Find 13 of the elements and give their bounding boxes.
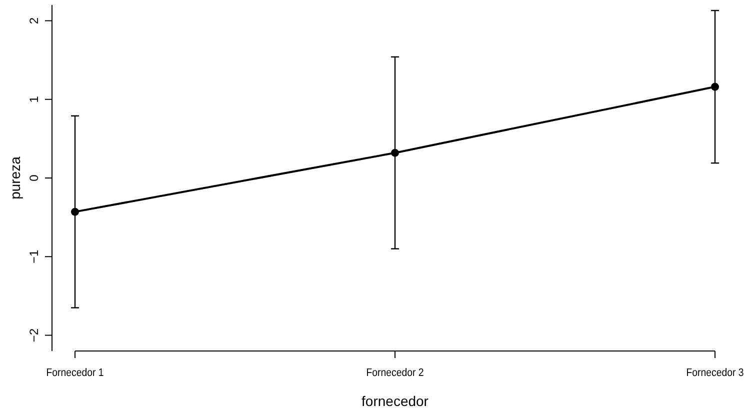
y-tick-label: 2 — [27, 17, 41, 24]
y-tick-label: −1 — [27, 249, 41, 264]
x-tick-label: Fornecedor 3 — [686, 368, 744, 380]
y-tick-label: −2 — [27, 328, 41, 342]
x-tick-label: Fornecedor 1 — [46, 368, 104, 380]
point — [71, 208, 79, 216]
y-tick-label: 1 — [27, 96, 41, 103]
x-tick-label: Fornecedor 2 — [366, 368, 424, 380]
y-axis-title: pureza — [7, 156, 23, 200]
point — [711, 82, 719, 91]
point — [391, 148, 399, 157]
y-tick-label: 0 — [27, 174, 41, 182]
x-axis-title: fornecedor — [362, 393, 429, 409]
